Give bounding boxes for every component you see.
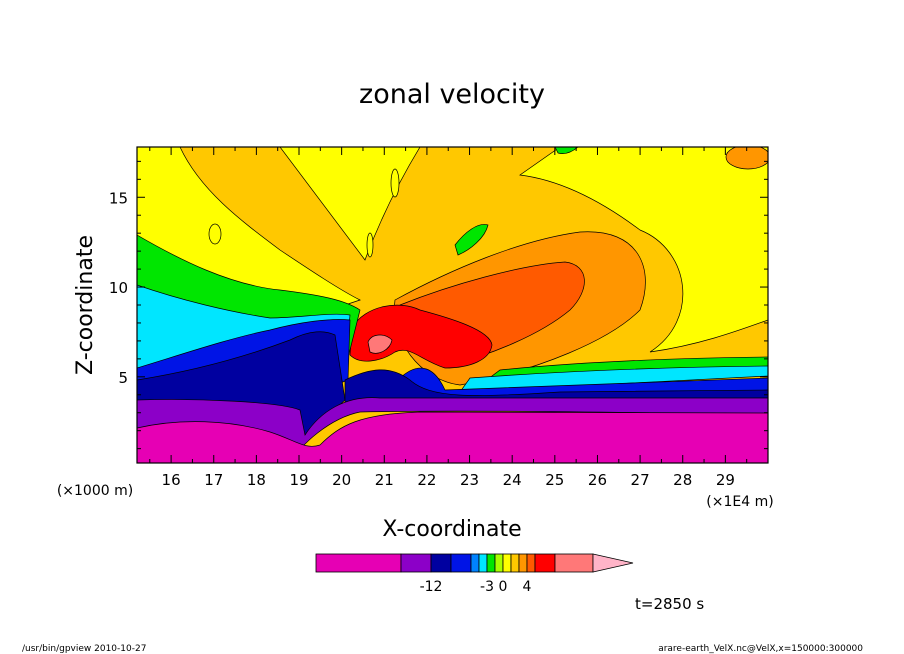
colorbar-swatch [400, 553, 432, 573]
contour-region [390, 168, 400, 198]
contour-region [519, 147, 768, 353]
footer-right: arare-earth_VelX.nc@VelX,x=150000:300000 [658, 644, 863, 654]
x-axis: 16 17 18 19 20 21 22 23 24 25 26 27 28 29 [149, 147, 748, 489]
x-tick-label: 18 [247, 471, 266, 489]
x-tick-label: 29 [716, 471, 735, 489]
x-tick-label: 21 [375, 471, 394, 489]
colorbar-tick-label: -12 [420, 579, 443, 595]
x-tick-label: 28 [673, 471, 692, 489]
colorbar [315, 553, 634, 573]
colorbar-ticks: -12 -3 0 4 [420, 579, 532, 595]
x-tick-label: 23 [460, 471, 479, 489]
contour-region [279, 147, 421, 261]
contour-region [349, 304, 493, 369]
colorbar-swatch [510, 553, 520, 573]
x-tick-label: 19 [289, 471, 308, 489]
y-tick-label: 5 [118, 369, 128, 387]
colorbar-swatch [450, 553, 472, 573]
colorbar-arrow [592, 553, 634, 573]
x-tick-label: 25 [545, 471, 564, 489]
colorbar-swatch [315, 553, 402, 573]
y-axis-unit: (×1000 m) [57, 483, 133, 499]
y-tick-label: 15 [109, 189, 128, 207]
colorbar-tick-label: 4 [523, 579, 532, 595]
x-tick-label: 24 [503, 471, 522, 489]
colorbar-swatch [430, 553, 452, 573]
contour-region [367, 334, 393, 354]
y-axis: 5 10 15 [109, 160, 768, 450]
x-tick-label: 22 [417, 471, 436, 489]
contour-region [344, 369, 768, 406]
colorbar-swatch [470, 553, 480, 573]
contour-region [137, 411, 768, 463]
colorbar-swatch [502, 553, 512, 573]
x-axis-label: X-coordinate [382, 517, 521, 542]
x-tick-label: 16 [162, 471, 181, 489]
x-tick-label: 26 [588, 471, 607, 489]
chart-title: zonal velocity [359, 79, 545, 110]
x-axis-unit: (×1E4 m) [706, 494, 773, 510]
plot-area [137, 147, 768, 463]
x-tick-label: 17 [204, 471, 223, 489]
x-tick-label: 20 [332, 471, 351, 489]
colorbar-swatch [486, 553, 496, 573]
colorbar-swatch [554, 553, 594, 573]
colorbar-swatch [534, 553, 556, 573]
colorbar-tick-label: -3 [480, 579, 494, 595]
colorbar-tick-label: 0 [499, 579, 508, 595]
colorbar-swatch [478, 553, 488, 573]
contour-region [208, 223, 222, 245]
contour-region [725, 147, 768, 170]
timestamp: t=2850 s [635, 595, 704, 613]
colorbar-swatch [494, 553, 504, 573]
contour-region [454, 224, 489, 256]
x-tick-label: 27 [631, 471, 650, 489]
y-tick-label: 10 [109, 279, 128, 297]
y-axis-label: Z-coordinate [73, 235, 98, 375]
footer-left: /usr/bin/gpview 2010-10-27 [22, 644, 146, 654]
contour-region [366, 232, 374, 258]
colorbar-swatch [518, 553, 528, 573]
colorbar-swatch [526, 553, 536, 573]
